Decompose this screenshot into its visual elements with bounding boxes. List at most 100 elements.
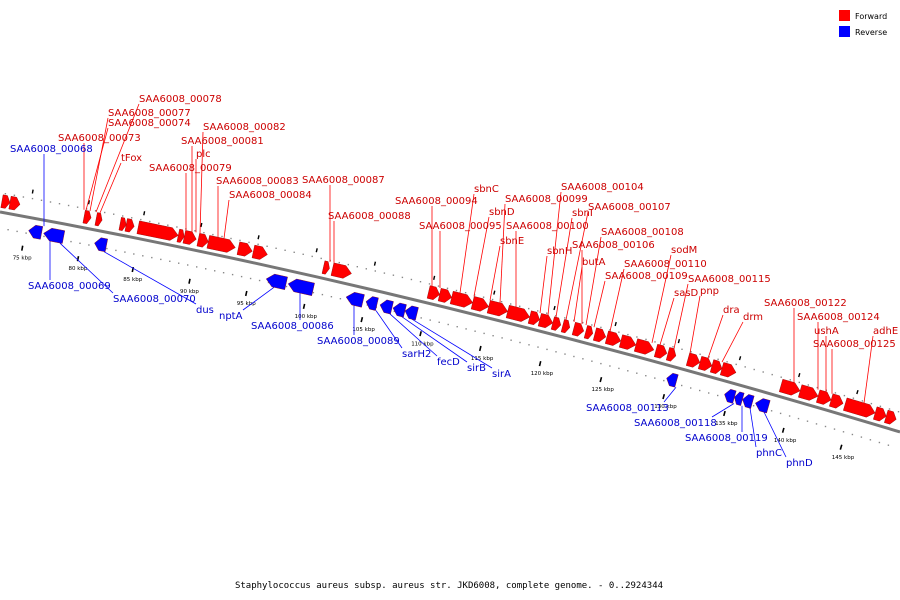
reverse-gene-arrow[interactable] [28,224,44,240]
forward-gene-label[interactable]: tFox [121,153,142,164]
forward-gene-label[interactable]: SAA6008_00099 [505,194,588,205]
reverse-gene-arrow[interactable] [287,278,315,296]
forward-gene-label[interactable]: SAA6008_00095 [419,221,502,232]
forward-gene-arrow[interactable] [0,194,11,209]
forward-gene-label[interactable]: pnp [700,286,719,297]
reverse-gene-label[interactable]: sirA [492,369,511,380]
forward-gene-arrow[interactable] [537,313,554,329]
forward-gene-arrow[interactable] [550,316,562,331]
forward-gene-arrow[interactable] [176,228,185,243]
forward-gene-arrow[interactable] [321,260,330,275]
forward-gene-label[interactable]: adhE [873,326,898,337]
forward-gene-label[interactable]: SAA6008_00084 [229,190,312,201]
reverse-gene-label[interactable]: SAA6008_00070 [113,294,196,305]
forward-gene-arrow[interactable] [94,212,103,227]
forward-gene-label[interactable]: SAA6008_00100 [506,221,589,232]
forward-gene-label[interactable]: SAA6008_00081 [181,136,264,147]
forward-gene-label[interactable]: SAA6008_00078 [139,94,222,105]
forward-gene-label[interactable]: SAA6008_00124 [797,312,880,323]
reverse-gene-arrow[interactable] [742,394,755,409]
forward-gene-label[interactable]: SAA6008_00115 [688,274,771,285]
reverse-gene-arrow[interactable] [379,299,394,315]
forward-gene-label[interactable]: SAA6008_00108 [601,227,684,238]
forward-gene-arrow[interactable] [251,244,268,260]
forward-gene-label[interactable]: drm [743,312,763,323]
forward-gene-arrow[interactable] [719,362,737,378]
forward-gene-label[interactable]: sbnH [547,246,572,257]
reverse-gene-label[interactable]: SAA6008_00119 [685,433,768,444]
reverse-gene-label[interactable]: phnC [756,448,782,459]
forward-gene-arrow[interactable] [426,285,440,300]
reverse-gene-label[interactable]: nptA [219,311,243,322]
forward-gene-arrow[interactable] [697,356,713,371]
forward-gene-arrow[interactable] [236,241,253,257]
reverse-gene-arrow[interactable] [345,292,365,308]
forward-gene-label[interactable]: ushA [814,326,839,337]
forward-gene-label[interactable]: SAA6008_00088 [328,211,411,222]
forward-gene-arrow[interactable] [437,288,452,303]
forward-gene-arrow[interactable] [486,300,508,317]
reverse-gene-arrow[interactable] [392,302,407,318]
reverse-gene-arrow[interactable] [265,273,288,290]
forward-gene-arrow[interactable] [816,389,832,405]
forward-gene-arrow[interactable] [182,230,197,245]
forward-gene-arrow[interactable] [665,347,677,362]
reverse-gene-arrow[interactable] [94,237,108,253]
forward-gene-label[interactable]: SAA6008_00083 [216,176,299,187]
reverse-gene-label[interactable]: dus [196,305,214,316]
forward-gene-label[interactable]: SAA6008_00074 [108,118,191,129]
reverse-gene-arrow[interactable] [666,372,679,388]
reverse-gene-arrow[interactable] [404,305,419,321]
forward-gene-arrow[interactable] [583,325,594,340]
forward-gene-arrow[interactable] [571,321,585,337]
forward-gene-label[interactable]: sbnI [572,208,593,219]
forward-gene-arrow[interactable] [560,319,571,334]
forward-gene-label[interactable]: sbnE [500,236,524,247]
reverse-gene-arrow[interactable] [43,227,66,244]
forward-gene-arrow[interactable] [829,393,844,409]
forward-gene-arrow[interactable] [843,397,876,418]
forward-gene-arrow[interactable] [206,235,236,253]
reverse-gene-label[interactable]: SAA6008_00086 [251,321,334,332]
forward-gene-arrow[interactable] [633,338,655,355]
reverse-gene-arrow[interactable] [755,398,771,414]
forward-gene-label[interactable]: SAA6008_00122 [764,298,847,309]
forward-gene-arrow[interactable] [330,262,352,279]
forward-gene-arrow[interactable] [604,330,622,346]
forward-gene-label[interactable]: SAA6008_00110 [624,259,707,270]
reverse-gene-label[interactable]: sirB [467,363,486,374]
forward-gene-label[interactable]: SAA6008_00073 [58,133,141,144]
reverse-gene-label[interactable]: fecD [437,357,460,368]
forward-gene-label[interactable]: SAA6008_00079 [149,163,232,174]
forward-gene-arrow[interactable] [685,352,701,368]
forward-gene-label[interactable]: SAA6008_00109 [605,271,688,282]
forward-gene-label[interactable]: SAA6008_00106 [572,240,655,251]
forward-gene-arrow[interactable] [653,343,668,359]
reverse-gene-label[interactable]: SAA6008_00089 [317,336,400,347]
reverse-gene-arrow[interactable] [365,296,379,311]
reverse-gene-label[interactable]: phnD [786,458,813,469]
forward-gene-label[interactable]: SAA6008_00125 [813,339,896,350]
forward-gene-arrow[interactable] [873,406,887,422]
forward-gene-label[interactable]: sasD [674,288,699,299]
reverse-gene-arrow[interactable] [724,389,737,404]
forward-gene-arrow[interactable] [709,359,723,374]
reverse-gene-arrow[interactable] [734,391,745,406]
forward-gene-arrow[interactable] [527,310,540,326]
forward-gene-arrow[interactable] [124,218,135,233]
forward-gene-label[interactable]: SAA6008_00104 [561,182,644,193]
forward-gene-label[interactable]: plc [196,149,211,160]
forward-gene-label[interactable]: SAA6008_00107 [588,202,671,213]
forward-gene-arrow[interactable] [8,195,21,211]
forward-gene-label[interactable]: butA [582,257,606,268]
forward-gene-label[interactable]: dra [723,305,740,316]
forward-gene-arrow[interactable] [884,409,897,425]
forward-gene-arrow[interactable] [778,378,801,396]
forward-gene-arrow[interactable] [136,220,179,241]
forward-gene-arrow[interactable] [449,290,473,308]
reverse-gene-label[interactable]: SAA6008_00069 [28,281,111,292]
reverse-gene-label[interactable]: SAA6008_00118 [634,418,717,429]
reverse-gene-label[interactable]: SAA6008_00113 [586,403,669,414]
forward-gene-label[interactable]: SAA6008_00077 [108,108,191,119]
forward-gene-arrow[interactable] [118,217,127,231]
